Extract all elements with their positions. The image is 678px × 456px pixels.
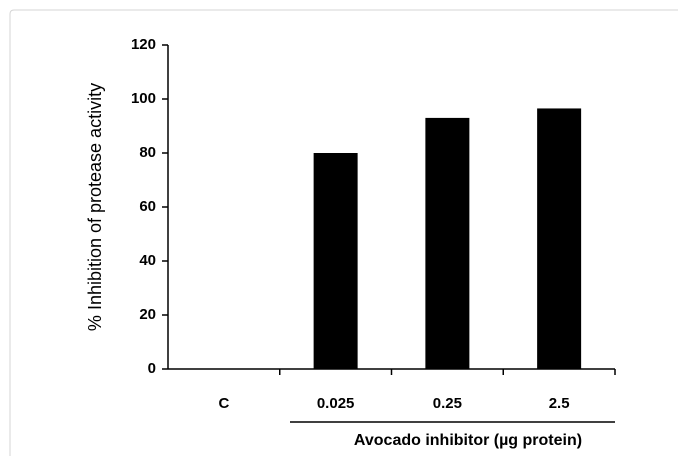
- frame: [9, 9, 678, 456]
- bar: [537, 108, 582, 369]
- y-tick-label: 0: [148, 360, 156, 377]
- y-axis-label: % Inhibition of protease activity: [85, 83, 105, 331]
- y-tick-label: 20: [139, 306, 156, 323]
- bar: [425, 117, 470, 370]
- y-tick-label: 120: [131, 36, 156, 53]
- x-tick-label: C: [218, 395, 229, 412]
- y-tick-label: 80: [139, 144, 156, 161]
- bar: [313, 153, 358, 369]
- y-tick-label: 60: [139, 198, 156, 215]
- x-tick-label: 0.25: [433, 395, 462, 412]
- y-tick-label: 40: [139, 252, 156, 269]
- x-tick-label: 2.5: [549, 395, 570, 412]
- x-tick-label: 0.025: [317, 395, 355, 412]
- y-tick-label: 100: [131, 90, 156, 107]
- x-axis-label: Avocado inhibitor (µg protein): [354, 432, 582, 449]
